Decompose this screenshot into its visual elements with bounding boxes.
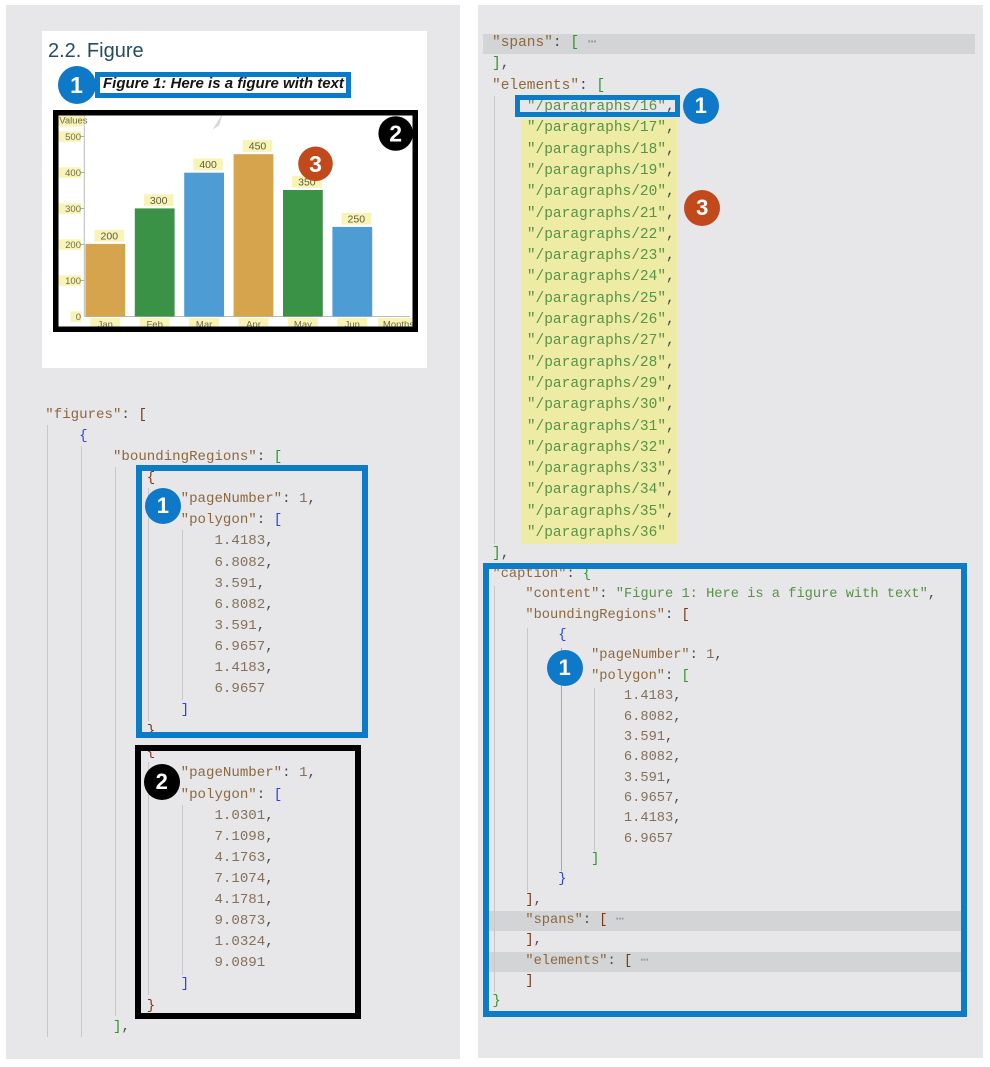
svg-text:400: 400 bbox=[199, 159, 217, 171]
svg-text:Jan: Jan bbox=[98, 320, 113, 331]
svg-text:Apr: Apr bbox=[246, 320, 261, 331]
svg-text:400: 400 bbox=[65, 168, 81, 179]
svg-text:Feb: Feb bbox=[147, 320, 163, 331]
svg-text:3: 3 bbox=[309, 151, 322, 177]
svg-text:200: 200 bbox=[65, 240, 81, 251]
svg-text:300: 300 bbox=[65, 204, 81, 215]
svg-text:200: 200 bbox=[101, 230, 119, 242]
svg-text:250: 250 bbox=[348, 213, 366, 225]
svg-text:0: 0 bbox=[76, 312, 81, 323]
svg-text:100: 100 bbox=[65, 276, 81, 287]
svg-text:300: 300 bbox=[150, 195, 168, 207]
svg-text:Months: Months bbox=[383, 320, 414, 331]
svg-text:May: May bbox=[294, 320, 312, 331]
svg-text:2: 2 bbox=[389, 121, 402, 147]
svg-text:Jun: Jun bbox=[345, 320, 360, 331]
svg-text:Mar: Mar bbox=[196, 320, 212, 331]
svg-text:Values: Values bbox=[59, 116, 88, 127]
svg-text:450: 450 bbox=[249, 141, 267, 153]
svg-text:500: 500 bbox=[65, 132, 81, 143]
